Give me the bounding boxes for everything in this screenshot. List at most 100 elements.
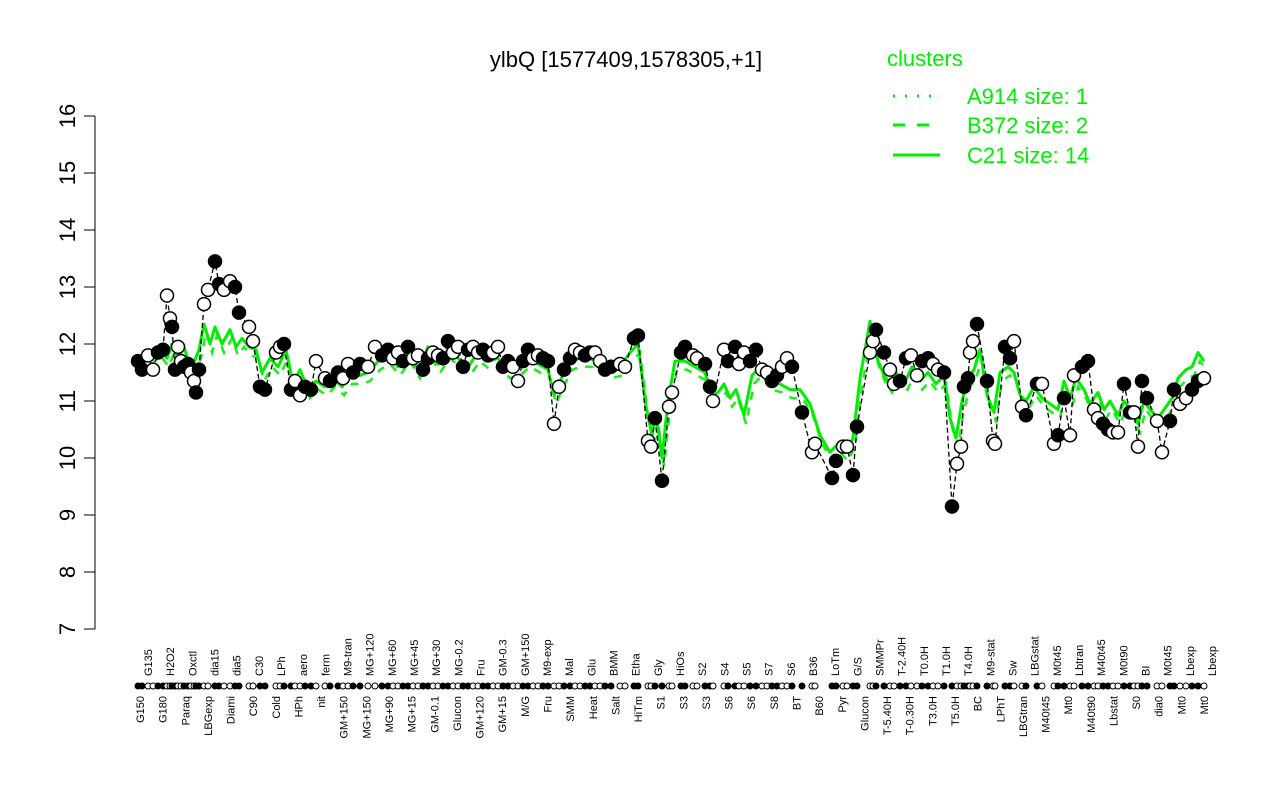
data-point xyxy=(196,296,212,312)
x-tick-label: Sw xyxy=(1008,661,1020,676)
data-point xyxy=(849,419,865,434)
data-point xyxy=(617,359,633,375)
x-tick-label: GM-0.1 xyxy=(429,696,441,733)
x-tick-label: M40t90 xyxy=(1086,696,1098,733)
x-tick-label: M9-stat xyxy=(985,639,997,676)
x-tick-label: Mal xyxy=(564,658,576,676)
x-tick-label: M0t90 xyxy=(1118,645,1130,676)
data-point xyxy=(1126,405,1142,420)
x-tick-label: C30 xyxy=(254,656,266,676)
x-tick-label: LBGstat xyxy=(1030,636,1042,676)
y-tick-label: 13 xyxy=(55,275,80,299)
x-tick-label: BC xyxy=(973,696,985,711)
data-point xyxy=(845,467,861,483)
x-tick-label: T4.0H xyxy=(963,646,975,676)
x-tick-label: dia5 xyxy=(232,655,244,676)
data-point xyxy=(245,333,261,349)
data-point xyxy=(546,416,562,432)
data-point xyxy=(960,370,976,386)
x-tick-label: LBGexp xyxy=(203,696,215,736)
data-point xyxy=(643,439,659,454)
x-tick-label: M9-tran xyxy=(343,638,355,676)
data-point xyxy=(510,373,526,389)
data-point xyxy=(1080,353,1096,369)
x-tick-label: S6 xyxy=(724,696,736,709)
data-point xyxy=(1056,390,1072,406)
data-point xyxy=(241,319,257,335)
data-point xyxy=(839,439,855,454)
x-tick-label: SMM xyxy=(565,696,577,722)
data-point xyxy=(979,373,995,389)
data-point xyxy=(949,456,965,471)
data-point xyxy=(551,379,567,394)
legend-label: B372 size: 2 xyxy=(967,113,1088,138)
x-tick-label: S8 xyxy=(769,696,781,709)
data-point xyxy=(702,379,718,394)
x-tick-label: Oxctl xyxy=(187,651,199,676)
data-point xyxy=(807,436,823,451)
x-tick-label: C90 xyxy=(248,696,260,716)
x-tick-label: MG+15 xyxy=(407,696,419,732)
x-tick-label: Glucon xyxy=(859,696,871,731)
data-point xyxy=(257,382,273,397)
data-point xyxy=(540,353,556,369)
x-tick-label: B36 xyxy=(808,656,820,676)
data-point xyxy=(1139,390,1155,406)
x-tick-label: Lbstat xyxy=(1108,696,1120,726)
x-tick-label: GM+150 xyxy=(339,696,351,739)
x-tick-label: BMM xyxy=(609,650,621,676)
data-point xyxy=(159,288,175,303)
x-tick-label: M40t45 xyxy=(1096,639,1108,676)
data-point xyxy=(191,362,207,377)
legend-entry-c21: C21 size: 14 xyxy=(893,143,1089,168)
x-tick-label: H2O2 xyxy=(165,647,177,676)
data-point xyxy=(742,353,758,369)
x-tick-label: S6 xyxy=(746,696,758,709)
data-point xyxy=(1110,425,1126,440)
y-tick-label: 9 xyxy=(55,509,80,521)
x-tick-label: ferm xyxy=(320,654,332,676)
data-point xyxy=(654,473,670,489)
y-tick-label: 14 xyxy=(55,218,80,242)
x-tick-label: GM-0.3 xyxy=(498,639,510,676)
x-tick-label: GM+120 xyxy=(475,696,487,739)
x-tick-label: S2 xyxy=(697,663,709,676)
data-point xyxy=(876,345,892,360)
x-tick-label: S3 xyxy=(701,696,713,709)
data-point xyxy=(936,365,952,380)
data-point xyxy=(953,439,969,454)
data-point xyxy=(969,316,985,332)
x-tick-label: BI xyxy=(1141,666,1153,676)
legend-title: clusters xyxy=(887,46,963,71)
y-tick-label: 12 xyxy=(55,332,80,356)
x-tick-label: Fru xyxy=(476,660,488,677)
x-rug-markers xyxy=(134,682,1208,690)
data-point xyxy=(1006,333,1022,349)
x-tick-label: Diami xyxy=(226,696,238,724)
x-tick-label: Paraq xyxy=(180,696,192,725)
data-point xyxy=(1034,376,1050,392)
x-tick-label: HiOs xyxy=(675,651,687,676)
x-tick-label: B60 xyxy=(814,696,826,716)
x-tick-label: M/G xyxy=(520,696,532,717)
data-point xyxy=(828,453,844,469)
x-tick-labels: G135 H2O2 Oxctl dia15 dia5 C30 LPh aero ferm M9-t… xyxy=(135,634,1219,739)
data-point xyxy=(1166,382,1182,397)
data-point xyxy=(1134,373,1150,389)
y-tick-label: 11 xyxy=(55,390,80,413)
data-point xyxy=(231,305,247,320)
x-tick-label: S4 xyxy=(719,663,731,676)
data-point xyxy=(1050,427,1066,443)
data-point xyxy=(1002,351,1018,366)
y-tick-label: 7 xyxy=(55,623,80,635)
x-tick-label: MG-0.2 xyxy=(453,639,465,676)
y-tick-label: 8 xyxy=(55,566,80,578)
x-tick-label: nit xyxy=(316,696,328,708)
legend-entry-b372: B372 size: 2 xyxy=(893,113,1088,138)
x-tick-label: Fru xyxy=(542,696,554,713)
x-tick-label: G180 xyxy=(158,696,170,723)
x-tick-label: M0t45 xyxy=(1052,645,1064,676)
data-point xyxy=(303,382,319,397)
x-tick-label: LBGtran xyxy=(1018,696,1030,737)
